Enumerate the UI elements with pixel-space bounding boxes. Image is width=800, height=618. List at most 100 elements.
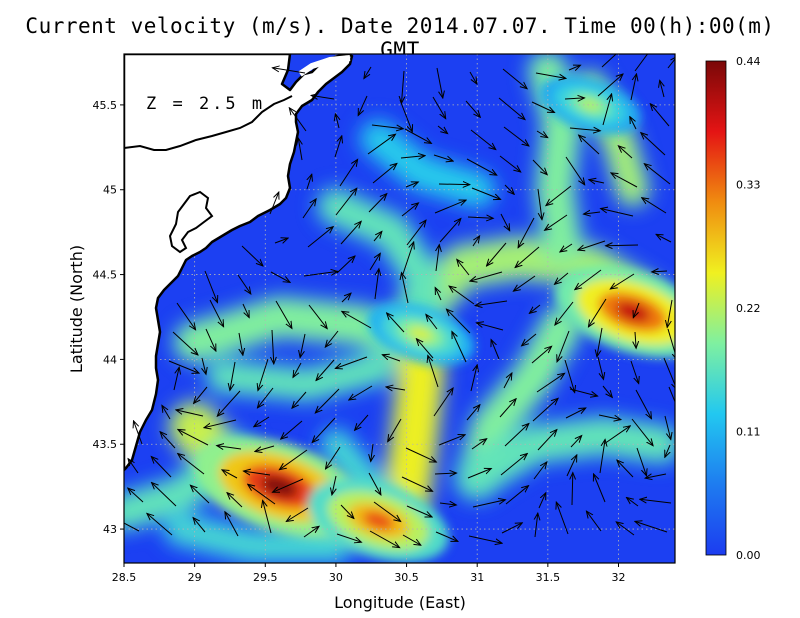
velocity-arrow	[500, 213, 510, 231]
lagoon-outline	[168, 190, 214, 254]
velocity-arrow	[642, 198, 667, 214]
velocity-arrow	[258, 358, 269, 391]
velocity-arrow	[472, 236, 480, 247]
colorbar-ticks: 0.00 0.11 0.22 0.33 0.44	[736, 55, 761, 562]
velocity-arrow	[531, 101, 555, 113]
velocity-arrow	[557, 330, 570, 362]
velocity-arrow	[202, 357, 206, 374]
velocity-arrow	[237, 274, 251, 294]
velocity-arrow	[546, 185, 572, 206]
velocity-arrow	[522, 333, 537, 346]
velocity-arrow	[579, 135, 600, 155]
colorbar: 0.00 0.11 0.22 0.33 0.44	[705, 55, 761, 562]
velocity-arrow	[332, 475, 336, 495]
velocity-arrow	[452, 332, 467, 363]
velocity-arrow	[400, 156, 425, 158]
velocity-arrow	[598, 414, 621, 420]
velocity-arrow	[564, 359, 575, 393]
velocity-arrow	[635, 521, 668, 533]
velocity-arrow	[315, 388, 340, 413]
velocity-arrow	[205, 328, 216, 351]
velocity-arrow	[545, 214, 568, 230]
velocity-arrow	[432, 96, 446, 119]
velocity-arrow	[536, 373, 565, 393]
velocity-arrow	[151, 457, 172, 478]
velocity-arrow	[279, 449, 308, 470]
y-axis-ticks: 43 43.5 44 44.5 45 45.5	[93, 99, 124, 536]
velocity-arrow	[402, 242, 414, 275]
velocity-arrow	[399, 99, 412, 132]
velocity-arrow	[601, 209, 634, 217]
velocity-arrow	[501, 523, 522, 534]
velocity-arrow	[402, 273, 409, 304]
velocity-arrow	[387, 313, 405, 333]
velocity-arrow	[667, 56, 675, 69]
velocity-arrow	[349, 385, 373, 400]
velocity-arrow	[172, 331, 198, 355]
velocity-arrow	[640, 499, 672, 503]
velocity-arrow	[134, 421, 143, 445]
velocity-vectors	[124, 54, 675, 548]
velocity-arrow	[471, 187, 501, 199]
velocity-arrow	[503, 373, 512, 389]
velocity-arrow	[193, 518, 206, 533]
velocity-arrow	[298, 138, 302, 161]
velocity-arrow	[532, 159, 547, 175]
velocity-arrow	[227, 493, 243, 508]
velocity-arrow	[505, 486, 529, 505]
velocity-arrow	[406, 505, 432, 517]
velocity-arrow	[178, 454, 205, 475]
velocity-arrow	[630, 360, 639, 384]
velocity-arrow	[269, 192, 279, 215]
velocity-arrow	[499, 399, 516, 418]
velocity-arrow	[529, 304, 541, 313]
velocity-arrow	[433, 154, 453, 161]
velocity-arrow	[225, 512, 239, 537]
velocity-arrow	[618, 146, 633, 159]
velocity-arrow	[536, 130, 548, 138]
velocity-arrow	[286, 507, 309, 522]
velocity-arrow	[537, 430, 557, 451]
velocity-arrow	[428, 355, 439, 388]
depth-annotation: Z = 2.5 m	[146, 94, 265, 114]
velocity-arrow	[535, 513, 538, 538]
velocity-arrow	[531, 346, 552, 364]
white-cell-edge	[298, 55, 351, 77]
velocity-arrow	[502, 68, 527, 89]
velocity-arrow	[572, 473, 573, 506]
y-tick-label: 44	[103, 353, 117, 366]
velocity-arrow	[498, 97, 525, 120]
velocity-arrow	[568, 65, 581, 70]
velocity-arrow	[457, 259, 470, 276]
velocity-arrow	[204, 419, 237, 428]
y-tick-label: 44.5	[93, 269, 118, 282]
velocity-arrow	[475, 300, 508, 306]
velocity-arrow	[467, 469, 491, 479]
velocity-arrow	[566, 455, 577, 477]
x-tick-label: 29	[188, 571, 202, 584]
velocity-arrow	[656, 234, 672, 243]
velocity-arrow	[303, 271, 338, 277]
velocity-arrow	[469, 71, 477, 84]
velocity-arrow	[204, 270, 218, 303]
velocity-arrow	[335, 356, 368, 369]
velocity-arrow	[667, 328, 675, 360]
x-tick-label: 30.5	[394, 571, 419, 584]
chart-title: Current velocity (m/s). Date 2014.07.07.…	[25, 14, 775, 62]
velocity-arrow	[178, 430, 209, 446]
velocity-arrow	[289, 108, 307, 132]
velocity-arrow	[382, 355, 401, 362]
velocity-arrow	[334, 136, 342, 158]
colorbar-tick-label: 0.11	[736, 426, 761, 439]
velocity-arrow	[588, 298, 607, 327]
velocity-arrow	[611, 173, 638, 188]
y-tick-label: 45.5	[93, 99, 118, 112]
velocity-arrow	[368, 194, 387, 213]
velocity-arrow	[578, 240, 606, 250]
velocity-arrow	[405, 182, 418, 187]
velocity-arrow	[371, 125, 403, 129]
velocity-arrow	[535, 72, 566, 78]
velocity-arrow	[476, 323, 504, 331]
velocity-arrow	[433, 388, 453, 417]
